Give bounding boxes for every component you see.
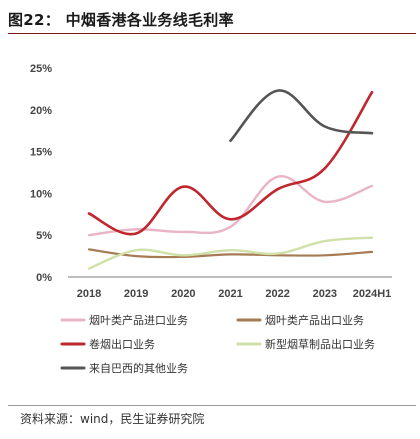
line-chart: 0% 5% 10% 15% 20% 25% 2018 2019 2020 2021 2022 202… [30,63,392,375]
y-tick-label: 5% [36,230,52,242]
legend-item: 烟叶类产品进口业务 [60,313,188,327]
legend-label: 来自巴西的其他业务 [89,361,188,375]
legend-label: 卷烟出口业务 [89,337,155,351]
series-line-1 [87,175,374,237]
legend-item: 烟叶类产品出口业务 [236,313,364,327]
x-tick-label: 2024H1 [353,288,392,300]
source-note: 资料来源：wind，民生证券研究院 [20,412,205,426]
y-tick-label: 10% [30,188,52,200]
legend-label: 烟叶类产品进口业务 [89,313,188,327]
legend-label: 烟叶类产品出口业务 [265,313,364,327]
y-tick-label: 20% [30,105,52,117]
y-tick-label: 25% [30,63,52,75]
x-tick-label: 2023 [313,288,337,300]
x-axis-ticks: 2018 2019 2020 2021 2022 2023 2024H1 [77,288,392,300]
x-tick-label: 2022 [265,288,289,300]
x-tick-label: 2019 [124,288,148,300]
x-tick-label: 2018 [77,288,101,300]
legend-label: 新型烟草制品出口业务 [265,337,375,351]
x-tick-label: 2021 [218,288,242,300]
y-tick-label: 15% [30,147,52,159]
chart-title: 图22： 中烟香港各业务线毛利率 [8,11,234,29]
y-tick-label: 0% [36,272,52,284]
series-line-4 [87,236,374,270]
series-line-2 [87,248,374,259]
series-line-3 [87,90,374,236]
series-line-5 [229,89,374,142]
series-lines [87,89,374,270]
source-divider [8,405,416,406]
legend-item: 新型烟草制品出口业务 [236,337,375,351]
y-axis-ticks: 0% 5% 10% 15% 20% 25% [30,63,52,284]
legend-item: 来自巴西的其他业务 [60,361,188,375]
legend-item: 卷烟出口业务 [60,337,155,351]
x-tick-label: 2020 [171,288,195,300]
title-divider [8,33,416,34]
